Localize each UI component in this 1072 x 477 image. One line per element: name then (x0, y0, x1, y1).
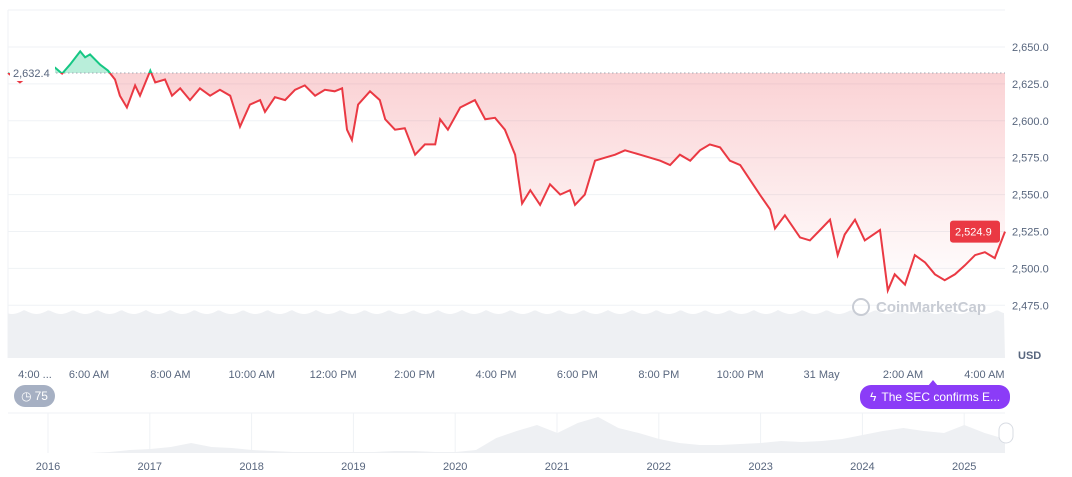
event-pointer (928, 380, 938, 386)
event-badge[interactable]: ϟ The SEC confirms E... (860, 385, 1011, 409)
price-line-down (7, 72, 1006, 295)
reference-label: 2,632.4 (13, 68, 50, 80)
x-tick-label: 8:00 AM (150, 369, 190, 381)
navigator-year-label: 2025 (952, 461, 976, 473)
lightning-icon: ϟ (870, 390, 877, 404)
y-tick-label: 2,625.0 (1012, 79, 1049, 91)
below-reference-fill (8, 72, 1005, 291)
x-tick-label: 4:00 PM (476, 369, 517, 381)
navigator-area (8, 417, 1005, 453)
navigator-handle (998, 422, 1014, 444)
navigator-year-label: 2024 (850, 461, 874, 473)
navigator-year-label: 2017 (138, 461, 162, 473)
x-tick-label: 4:00 AM (964, 369, 1004, 381)
x-tick-label: 8:00 PM (638, 369, 679, 381)
y-tick-label: 2,550.0 (1012, 190, 1049, 202)
x-tick-label: 2:00 AM (883, 369, 923, 381)
navigator-year-label: 2021 (545, 461, 569, 473)
y-tick-label: 2,525.0 (1012, 227, 1049, 239)
navigator-year-label: 2016 (36, 461, 60, 473)
x-tick-label: 10:00 AM (229, 369, 275, 381)
navigator-year-label: 2022 (647, 461, 671, 473)
current-price-badge (950, 220, 1000, 243)
current-price-label: 2,524.9 (955, 227, 992, 239)
x-tick-label: 6:00 AM (69, 369, 109, 381)
x-tick-label: 6:00 PM (557, 369, 598, 381)
volume-area (8, 310, 1005, 358)
x-tick-label: 10:00 PM (717, 369, 764, 381)
y-tick-label: 2,650.0 (1012, 42, 1049, 54)
y-tick-label: 2,500.0 (1012, 263, 1049, 275)
navigator-year-label: 2018 (239, 461, 263, 473)
coinmarketcap-logo-icon (852, 298, 870, 316)
x-tick-label: 31 May (804, 369, 841, 381)
y-tick-label: 2,575.0 (1012, 153, 1049, 165)
y-tick-label: 2,475.0 (1012, 300, 1049, 312)
history-icon: ◷ (21, 389, 32, 403)
x-tick-label: 4:00 ... (18, 369, 52, 381)
y-axis-unit: USD (1018, 350, 1041, 362)
y-tick-label: 2,600.0 (1012, 116, 1049, 128)
reference-label-bg (10, 63, 55, 81)
navigator-year-label: 2023 (748, 461, 772, 473)
x-tick-label: 2:00 PM (394, 369, 435, 381)
navigator-year-label: 2020 (443, 461, 467, 473)
event-counter-badge[interactable]: ◷ 75 (14, 385, 55, 407)
watermark: CoinMarketCap (852, 298, 986, 316)
navigator-year-label: 2019 (341, 461, 365, 473)
x-tick-label: 12:00 PM (310, 369, 357, 381)
